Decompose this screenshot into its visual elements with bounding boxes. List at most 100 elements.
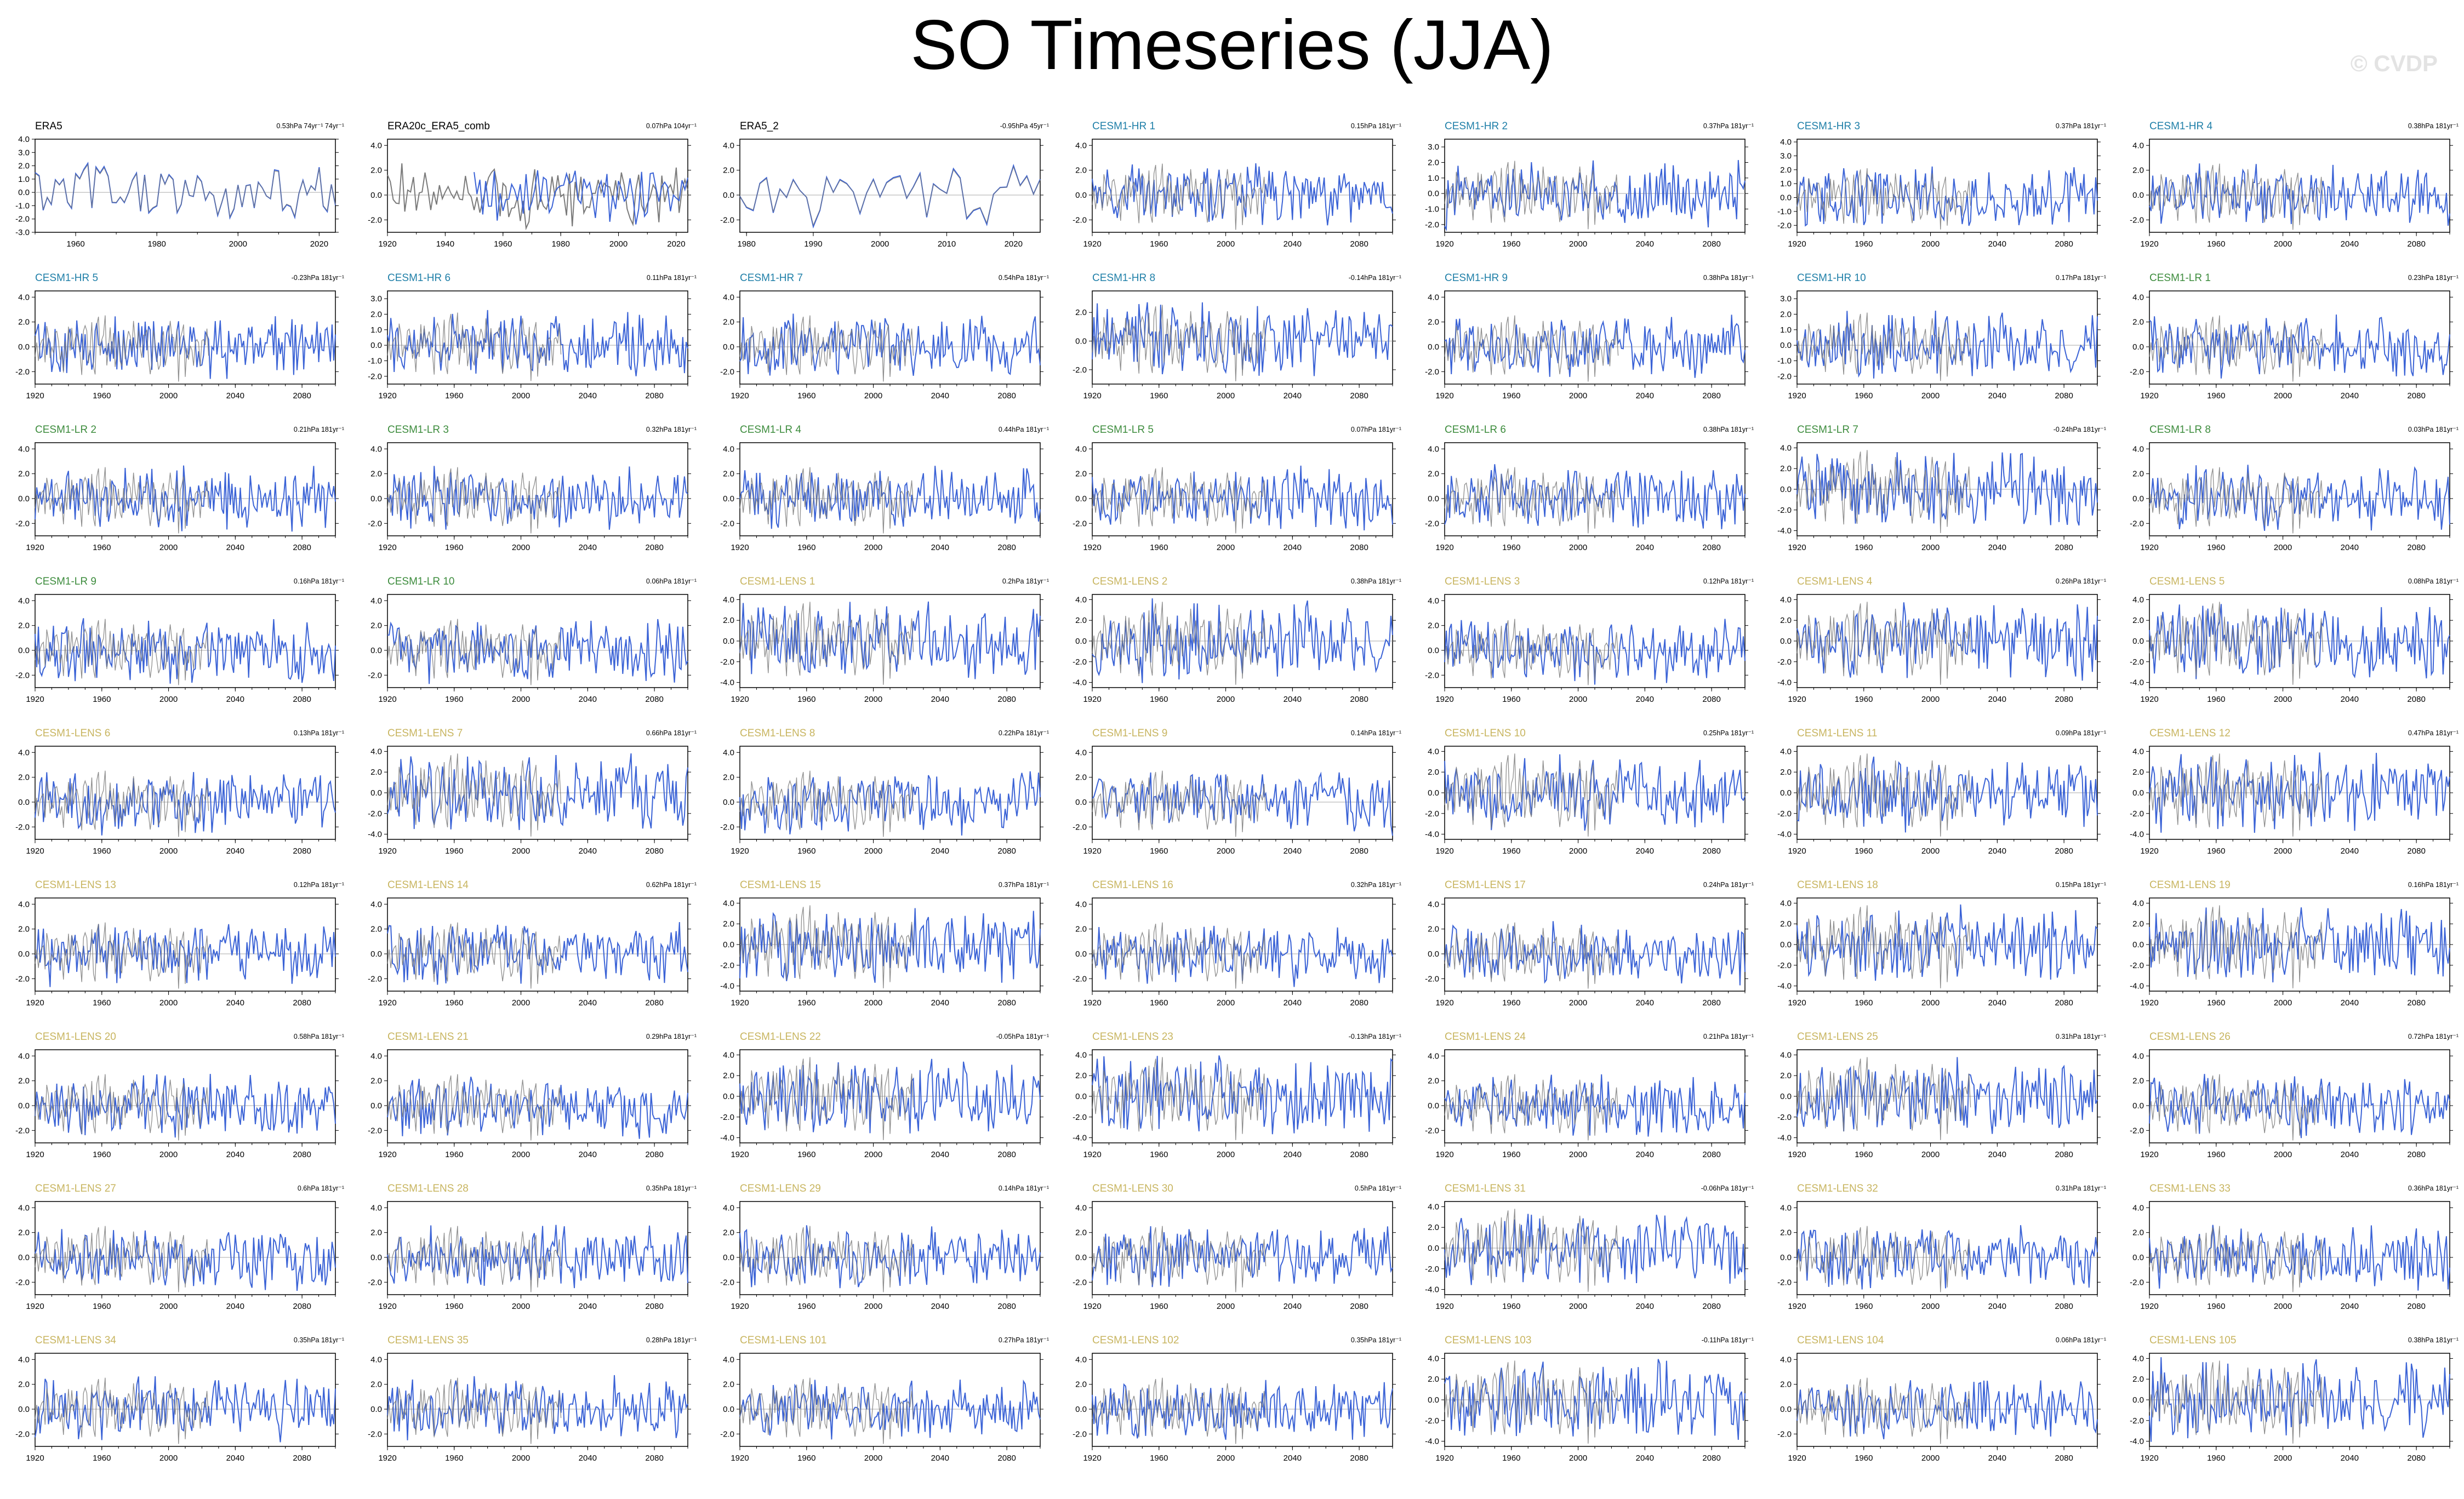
y-tick-label: 4.0	[723, 1355, 734, 1364]
x-tick-label: 1960	[1502, 1302, 1520, 1311]
panel-plot: 4.0 2.0 0.0 -2.0 1920 1960 2000 2040 2080	[1425, 290, 1748, 401]
panel-trend-label: 0.35hPa 181yr⁻¹	[646, 1185, 697, 1192]
y-tick-label: -2.0	[1425, 1416, 1439, 1426]
panel-trend-label: 0.54hPa 181yr⁻¹	[998, 274, 1049, 282]
x-tick-label: 2000	[864, 1150, 882, 1159]
series-line	[1444, 619, 1746, 685]
x-tick-label: 2000	[512, 1302, 530, 1311]
x-tick-label: 1960	[1855, 998, 1873, 1008]
panel-trend-label: 0.15hPa 181yr⁻¹	[2055, 881, 2106, 889]
y-tick-label: -2.0	[1073, 1429, 1087, 1439]
x-tick-label: 1960	[797, 1454, 815, 1463]
x-tick-label: 1960	[1502, 846, 1520, 856]
chart-panel: CESM1-LR 1 0.23hPa 181yr⁻¹ 4.0 2.0 0.0 -2.0 19…	[2114, 272, 2464, 428]
y-tick-label: -4.0	[1073, 678, 1087, 688]
x-tick-label: 1920	[26, 846, 44, 856]
obs-overlay-line	[35, 315, 209, 382]
y-tick-label: 2.0	[1780, 1228, 1792, 1238]
x-tick-label: 2000	[1569, 1150, 1587, 1159]
obs-overlay-line	[2149, 1226, 2324, 1292]
x-tick-label: 2040	[1988, 846, 2006, 856]
obs-overlay-line	[739, 166, 1041, 226]
panel-title: CESM1-HR 2	[1445, 121, 1508, 132]
y-tick-label: 0.0	[1075, 1405, 1087, 1414]
x-tick-label: 2040	[1988, 239, 2006, 249]
y-tick-label: 0.0	[1428, 788, 1439, 798]
x-tick-label: 1960	[1150, 998, 1168, 1008]
y-tick-label: -2.0	[15, 1278, 30, 1287]
series-line	[739, 1379, 1041, 1440]
x-tick-label: 2080	[2407, 543, 2425, 552]
obs-overlay-line	[2149, 753, 2324, 837]
panel-title: CESM1-LR 2	[35, 424, 96, 436]
x-tick-label: 2080	[1350, 391, 1368, 401]
y-tick-label: 4.0	[723, 444, 734, 454]
chart-panel: CESM1-HR 1 0.15hPa 181yr⁻¹ 4.0 2.0 0.0 -2.0 19…	[1057, 121, 1409, 276]
series-line	[35, 162, 336, 220]
y-tick-label: 4.0	[1075, 141, 1087, 150]
panel-title: CESM1-LENS 10	[1445, 728, 1526, 739]
obs-overlay-line	[1444, 619, 1619, 685]
y-tick-label: -2.0	[1425, 367, 1439, 376]
y-tick-label: 4.0	[370, 141, 382, 150]
x-tick-label: 1920	[26, 998, 44, 1008]
x-tick-label: 1960	[445, 543, 463, 552]
y-tick-label: 3.0	[18, 148, 30, 157]
y-tick-label: 2.0	[2132, 1228, 2144, 1238]
x-tick-label: 2080	[645, 846, 663, 856]
panel-trend-label: -0.13hPa 181yr⁻¹	[1348, 1033, 1401, 1040]
x-tick-label: 2080	[1350, 695, 1368, 704]
series-line	[1092, 163, 1393, 226]
series-line	[1796, 310, 2098, 379]
x-tick-label: 2000	[2274, 543, 2292, 552]
panel-trend-label: -0.23hPa 181yr⁻¹	[291, 274, 344, 282]
x-tick-label: 1960	[797, 543, 815, 552]
y-tick-label: 2.0	[1428, 158, 1439, 168]
panel-title: CESM1-HR 6	[387, 272, 451, 284]
y-tick-label: -2.0	[1425, 519, 1439, 528]
y-tick-label: 4.0	[1780, 138, 1792, 147]
x-tick-label: 2080	[997, 695, 1016, 704]
x-tick-label: 1960	[797, 1302, 815, 1311]
x-tick-label: 1920	[1435, 1302, 1453, 1311]
x-tick-label: 1920	[731, 695, 749, 704]
x-tick-label: 1920	[2140, 543, 2158, 552]
x-tick-label: 1920	[1435, 239, 1453, 249]
panel-plot: 4.0 2.0 0.0 -2.0 1920 1960 2000 2040 2080	[720, 746, 1043, 856]
panel-trend-label: 0.16hPa 181yr⁻¹	[293, 577, 344, 585]
plot-frame	[387, 139, 688, 233]
y-tick-label: -2.0	[1425, 671, 1439, 680]
x-tick-label: 2040	[1988, 1150, 2006, 1159]
obs-overlay-line	[739, 770, 914, 837]
panel-plot: 4.0 2.0 0.0 -2.0 1920 1960 2000 2040 2080	[1073, 897, 1396, 1008]
series-line	[1444, 921, 1746, 986]
y-tick-label: 2.0	[370, 768, 382, 777]
y-tick-label: -2.0	[2130, 809, 2144, 819]
panel-trend-label: 0.12hPa 181yr⁻¹	[1703, 577, 1754, 585]
y-tick-label: 2.0	[1780, 464, 1792, 473]
y-tick-label: 0.0	[370, 1101, 382, 1111]
y-tick-label: 0.0	[370, 1253, 382, 1262]
panel-plot: 4.0 2.0 0.0 -2.0 -4.0 1920 1960 2000 2040 2080	[720, 594, 1043, 704]
series-line	[1092, 1226, 1393, 1288]
series-line	[387, 1375, 688, 1440]
chart-panel: CESM1-HR 3 0.37hPa 181yr⁻¹ 4.0 3.0 2.0 1.0 0.0…	[1762, 121, 2114, 276]
y-tick-label: 0.0	[1428, 189, 1439, 198]
panel-title: ERA5	[35, 121, 62, 132]
y-tick-label: 0.0	[723, 1405, 734, 1414]
y-tick-label: -2.0	[1777, 1278, 1792, 1287]
plot-frame	[35, 139, 336, 233]
y-tick-label: 4.0	[1780, 1203, 1792, 1212]
panel-trend-label: 0.37hPa 181yr⁻¹	[1703, 122, 1754, 130]
x-tick-label: 1960	[1150, 1454, 1168, 1463]
x-tick-label: 2080	[1350, 998, 1368, 1008]
x-tick-label: 1920	[378, 1454, 396, 1463]
obs-overlay-line	[2149, 1074, 2324, 1141]
obs-overlay-line	[1092, 922, 1267, 989]
x-tick-label: 2040	[931, 1150, 949, 1159]
panel-trend-label: 0.44hPa 181yr⁻¹	[998, 426, 1049, 433]
y-tick-label: 2.0	[1428, 768, 1439, 777]
y-tick-label: 2.0	[1428, 1077, 1439, 1086]
panel-title: CESM1-HR 7	[740, 272, 803, 284]
x-tick-label: 2080	[1350, 1150, 1368, 1159]
